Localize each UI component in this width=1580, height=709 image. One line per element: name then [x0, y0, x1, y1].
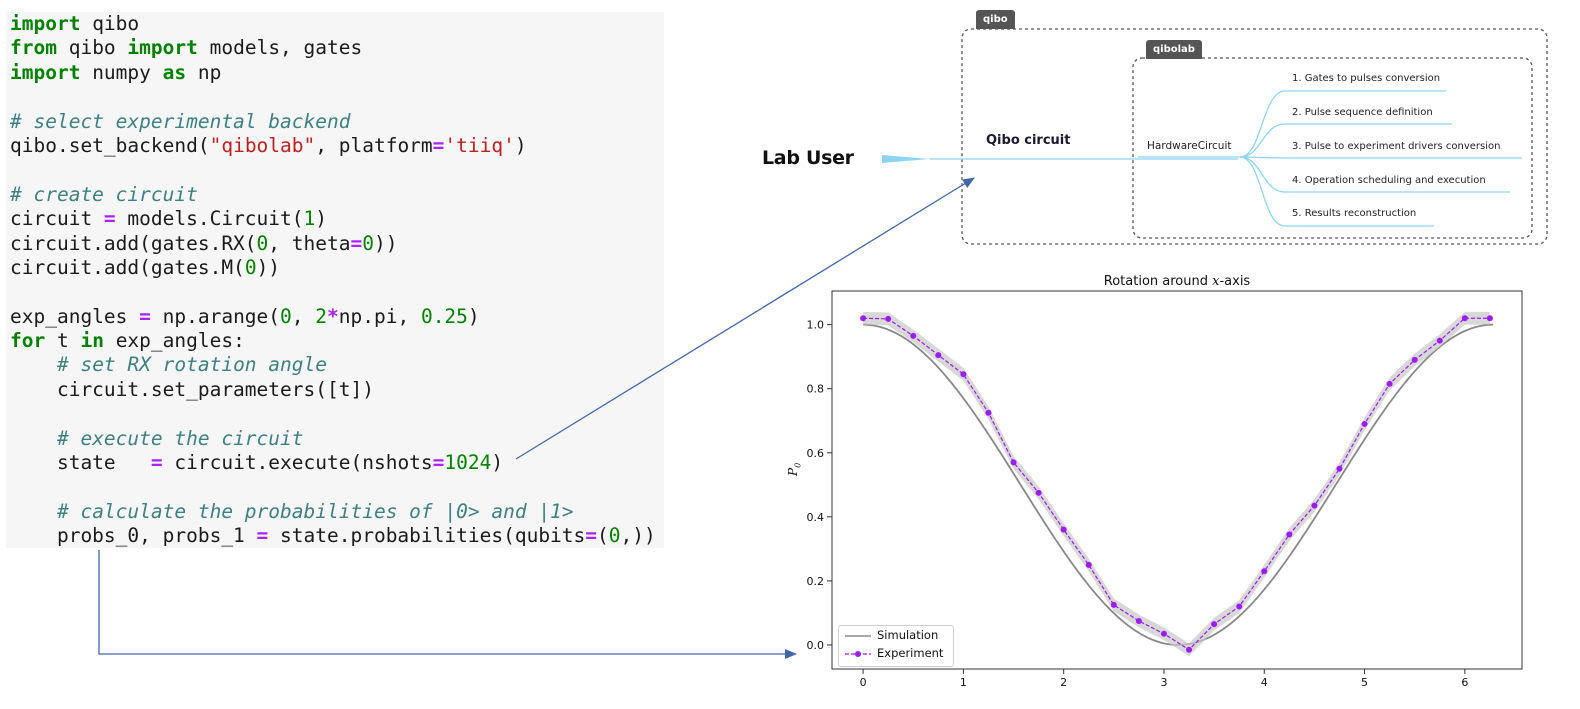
- branch-4: [1239, 156, 1510, 193]
- code-line: state = circuit.execute(nshots=1024): [10, 451, 504, 475]
- branch-3: [1239, 156, 1522, 159]
- code-line: qibo.set_backend("qibolab", platform='ti…: [10, 133, 527, 157]
- code-panel: import qibo from qibo import models, gate…: [6, 12, 664, 548]
- lab-user-pointer: [882, 155, 930, 163]
- step-2: 2. Pulse sequence definition: [1292, 107, 1433, 118]
- execute-arrow: [515, 177, 975, 460]
- step-4: 4. Operation scheduling and execution: [1292, 175, 1486, 186]
- legend-swatch-experiment: [845, 651, 871, 657]
- step-5: 5. Results reconstruction: [1292, 208, 1417, 219]
- code-line: for t in exp_angles:: [10, 329, 245, 353]
- branch-2: [1239, 123, 1452, 158]
- code-line: circuit.add(gates.M(0)): [10, 255, 281, 279]
- step-3: 3. Pulse to experiment drivers conversio…: [1292, 141, 1501, 152]
- legend-label-simulation: Simulation: [877, 628, 939, 642]
- y-axis-label: P0: [786, 462, 803, 476]
- code-line: circuit = models.Circuit(1): [10, 207, 328, 231]
- code-block: import qibo from qibo import models, gate…: [10, 12, 656, 549]
- branch-5: [1239, 156, 1434, 227]
- hardware-circuit-label: HardwareCircuit: [1147, 140, 1232, 152]
- legend-label-experiment: Experiment: [877, 646, 944, 660]
- qibo-box: [961, 28, 1548, 245]
- qibo-circuit-label: Qibo circuit: [986, 133, 1071, 148]
- code-line: # calculate the probabilities of |0> and…: [56, 499, 574, 523]
- code-line: # execute the circuit: [56, 426, 304, 450]
- code-line: # select experimental backend: [10, 109, 351, 133]
- code-line: circuit.add(gates.RX(0, theta=0)): [10, 231, 398, 255]
- lab-user-label: Lab User: [762, 147, 854, 169]
- code-line: # create circuit: [10, 182, 198, 206]
- branch-1: [1239, 90, 1446, 158]
- qibolab-tag: qibolab: [1146, 40, 1202, 59]
- code-line: # set RX rotation angle: [56, 353, 327, 377]
- legend-item-experiment: Experiment: [839, 645, 953, 663]
- qibo-tag: qibo: [976, 10, 1015, 29]
- code-line: probs_0, probs_1 = state.probabilities(q…: [10, 524, 656, 548]
- branch-lines: [1239, 90, 1522, 227]
- chart-title: Rotation around x-axis: [1103, 274, 1251, 289]
- probs-arrow: [98, 550, 797, 659]
- qibolab-box: [1132, 57, 1533, 239]
- step-1: 1. Gates to pulses conversion: [1292, 73, 1441, 84]
- legend-item-simulation: Simulation: [839, 627, 953, 645]
- code-line: import qibo: [10, 12, 140, 35]
- code-line: from qibo import models, gates: [10, 36, 363, 60]
- chart-legend: Simulation Experiment: [838, 625, 954, 667]
- legend-swatch-simulation: [845, 635, 871, 637]
- code-line: exp_angles = np.arange(0, 2*np.pi, 0.25): [10, 304, 480, 328]
- code-line: import numpy as np: [10, 60, 222, 84]
- code-line: circuit.set_parameters([t]): [10, 377, 374, 401]
